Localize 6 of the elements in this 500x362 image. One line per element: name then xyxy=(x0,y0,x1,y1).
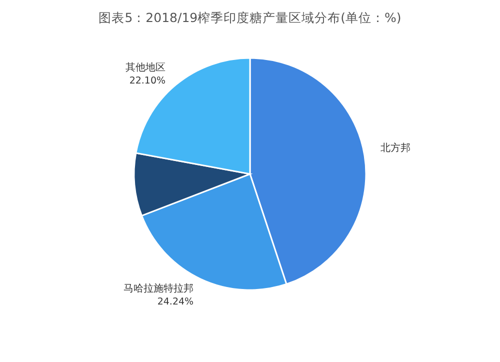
slice-label: 其他地区 xyxy=(126,62,166,74)
slice-label: 马哈拉施特拉邦 xyxy=(124,282,194,294)
data-label: 22.10% xyxy=(129,76,166,87)
data-label: 24.24% xyxy=(157,296,194,308)
chart-title: 图表5：2018/19榨季印度糖产量区域分布(单位：%) xyxy=(98,10,402,25)
slice-label: 北方邦 xyxy=(380,142,410,154)
